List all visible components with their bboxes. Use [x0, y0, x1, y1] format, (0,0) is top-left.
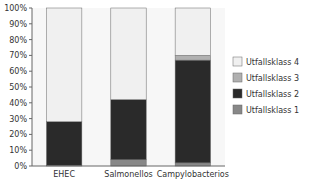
- y-tick-label: 0%: [14, 162, 27, 171]
- legend-label: Utfallsklass 1: [246, 106, 299, 115]
- x-tick-label: Campylobacterios: [157, 170, 229, 179]
- bar-segment: [111, 100, 146, 160]
- bar-segment: [46, 122, 81, 165]
- legend-label: Utfallsklass 2: [246, 90, 299, 99]
- x-tick-label: EHEC: [53, 170, 75, 179]
- y-tick-label: 30%: [9, 115, 27, 124]
- legend-swatch: [233, 89, 242, 98]
- x-tick-label: Salmonellos: [104, 170, 152, 179]
- y-tick-label: 50%: [9, 83, 27, 92]
- legend-swatch: [233, 57, 242, 66]
- bar-segment: [175, 8, 210, 55]
- bar-segment: [175, 60, 210, 163]
- x-axis: [32, 166, 225, 167]
- y-tick-label: 20%: [9, 130, 27, 139]
- y-tick-label: 100%: [4, 4, 27, 13]
- legend-label: Utfallsklass 3: [246, 74, 299, 83]
- bar-segment: [46, 8, 81, 122]
- y-tick-label: 10%: [9, 146, 27, 155]
- bar-segment: [111, 8, 146, 100]
- y-tick-label: 90%: [9, 20, 27, 29]
- legend-swatch: [233, 105, 242, 114]
- y-tick-label: 80%: [9, 36, 27, 45]
- y-tick-label: 60%: [9, 67, 27, 76]
- bar-segment: [175, 55, 210, 60]
- plot-background: [32, 8, 225, 166]
- legend-label: Utfallsklass 4: [246, 58, 299, 67]
- y-axis: [32, 8, 33, 166]
- legend-swatch: [233, 73, 242, 82]
- bar-segment: [111, 160, 146, 166]
- y-tick-label: 40%: [9, 99, 27, 108]
- y-tick-label: 70%: [9, 51, 27, 60]
